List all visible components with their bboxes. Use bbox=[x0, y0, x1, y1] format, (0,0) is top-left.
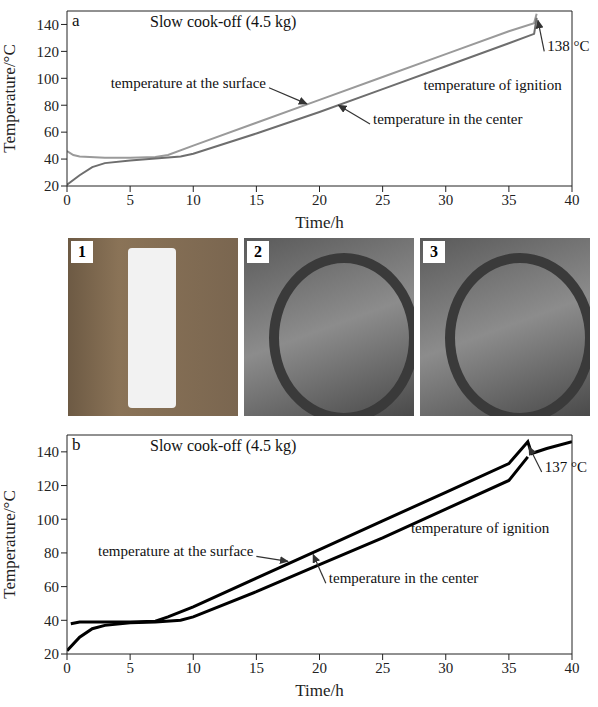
svg-text:Time/h: Time/h bbox=[295, 681, 344, 700]
svg-text:30: 30 bbox=[438, 192, 453, 208]
svg-text:Temperature/°C: Temperature/°C bbox=[0, 44, 19, 153]
svg-text:temperature of ignition: temperature of ignition bbox=[411, 520, 550, 536]
svg-text:20: 20 bbox=[44, 178, 59, 194]
html-text:a: a bbox=[72, 11, 80, 30]
svg-text:temperature at the surface: temperature at the surface bbox=[111, 75, 267, 91]
svg-text:temperature in the center: temperature in the center bbox=[329, 570, 479, 586]
html-text:b: b bbox=[72, 435, 81, 454]
svg-text:20: 20 bbox=[312, 660, 327, 676]
html-text:2: 2 bbox=[254, 243, 262, 260]
svg-text:Temperature/°C: Temperature/°C bbox=[0, 490, 19, 599]
html-text:Slow cook-off (4.5 kg): Slow cook-off (4.5 kg) bbox=[150, 13, 297, 30]
svg-text:80: 80 bbox=[44, 545, 59, 561]
svg-text:40: 40 bbox=[44, 151, 59, 167]
svg-text:20: 20 bbox=[44, 646, 59, 662]
svg-text:0: 0 bbox=[63, 660, 71, 676]
svg-text:15: 15 bbox=[249, 192, 264, 208]
svg-text:40: 40 bbox=[565, 660, 580, 676]
svg-text:100: 100 bbox=[37, 71, 60, 87]
html-text:Slow cook-off (4.5 kg): Slow cook-off (4.5 kg) bbox=[150, 437, 297, 454]
svg-text:20: 20 bbox=[312, 192, 327, 208]
svg-text:35: 35 bbox=[501, 660, 516, 676]
html-text:3: 3 bbox=[430, 243, 438, 260]
svg-text:60: 60 bbox=[44, 124, 59, 140]
svg-text:137 °C: 137 °C bbox=[545, 459, 587, 475]
svg-text:0: 0 bbox=[63, 192, 71, 208]
svg-text:temperature in the center: temperature in the center bbox=[373, 111, 523, 127]
svg-text:60: 60 bbox=[44, 579, 59, 595]
svg-text:140: 140 bbox=[37, 444, 60, 460]
svg-text:140: 140 bbox=[37, 17, 60, 33]
svg-text:138 °C: 138 °C bbox=[547, 38, 589, 54]
svg-text:15: 15 bbox=[249, 660, 264, 676]
svg-text:40: 40 bbox=[565, 192, 580, 208]
svg-text:temperature of ignition: temperature of ignition bbox=[424, 77, 563, 93]
svg-text:120: 120 bbox=[37, 478, 60, 494]
svg-text:35: 35 bbox=[501, 192, 516, 208]
svg-text:5: 5 bbox=[126, 192, 134, 208]
svg-text:Time/h: Time/h bbox=[295, 213, 344, 232]
html-text:1: 1 bbox=[78, 243, 86, 260]
svg-text:80: 80 bbox=[44, 98, 59, 114]
svg-text:120: 120 bbox=[37, 44, 60, 60]
svg-text:10: 10 bbox=[186, 192, 201, 208]
svg-text:30: 30 bbox=[438, 660, 453, 676]
svg-text:100: 100 bbox=[37, 512, 60, 528]
svg-text:10: 10 bbox=[186, 660, 201, 676]
svg-text:temperature at the surface: temperature at the surface bbox=[98, 543, 254, 559]
svg-text:25: 25 bbox=[375, 660, 390, 676]
svg-text:25: 25 bbox=[375, 192, 390, 208]
svg-text:40: 40 bbox=[44, 613, 59, 629]
svg-text:5: 5 bbox=[126, 660, 134, 676]
